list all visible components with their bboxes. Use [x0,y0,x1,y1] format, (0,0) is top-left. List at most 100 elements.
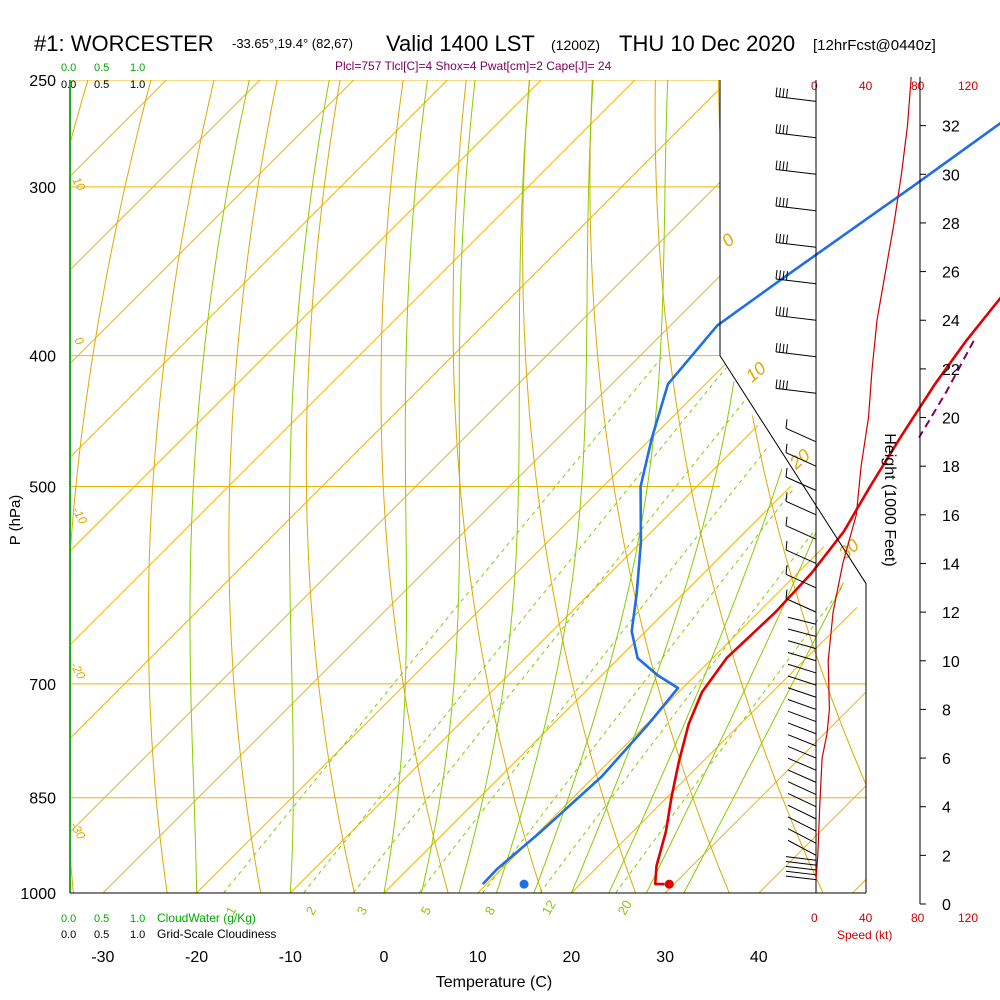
speed-bottom-2: 80 [911,911,925,925]
wind-barb [787,757,817,771]
wind-barb [787,769,817,783]
dry-adiabat-line [968,56,1000,922]
moist-adiabat-line [495,80,594,893]
wind-barb [775,342,817,358]
y-tick-label: 500 [29,480,56,497]
wind-barb [787,640,817,650]
temperature-trace [653,296,1000,886]
wind-barb [785,467,817,491]
dry-adiabat-line [452,80,552,893]
isotherm-line [70,80,823,893]
height-tick-label: 6 [942,751,951,768]
isotherm-line [70,80,261,893]
plot-right-edge [719,80,867,893]
height-tick-label: 2 [942,848,951,865]
surface-dewpoint-dot [519,879,529,889]
wind-barb [787,687,817,698]
speed-bottom-0: 0 [811,911,818,925]
cloudiness-bottom-0: 0.0 [61,929,76,941]
isotherm-line [477,80,866,893]
dry-adiabat-line [70,80,158,893]
wind-barb [787,839,817,856]
speed-axis-title: Speed (kt) [837,928,892,942]
cloudwater-bottom-2: 1.0 [130,913,145,925]
mixing-ratio-line [303,355,737,893]
dry-adiabat-line [905,56,1000,922]
wind-barb [785,565,817,589]
valid-time: Valid 1400 LST [386,31,535,56]
cloudiness-bottom-1: 0.5 [94,929,109,941]
x-axis-title: Temperature (C) [436,974,552,991]
wind-barb [775,196,817,212]
dry-adiabat-label: 10 [742,358,770,386]
cloudwater-top-1: 0.5 [94,62,109,74]
wind-barb [787,616,817,625]
cloudwater-top-0: 0.0 [61,62,76,74]
isotherm-line [70,80,355,893]
mixing-ratio-label: 20 [615,897,635,917]
wind-barb [785,492,817,516]
cloudiness-top-0: 0.0 [61,79,76,91]
isotherm-line [70,80,636,893]
isotherm-line [571,80,866,893]
y-tick-label: 300 [29,180,56,197]
dry-adiabat-line [305,80,362,893]
y-tick-label: 400 [29,349,56,366]
dry-adiabat-label: 0 [718,229,739,251]
wind-barb [787,663,817,674]
wind-barb [775,269,817,285]
cloudwater-bottom-label: CloudWater (g/Kg) [157,911,256,925]
cloudiness-top-1: 0.5 [94,79,109,91]
station-title: #1: WORCESTER [34,31,214,56]
dry-adiabat-line [522,80,647,893]
speed-top-0: 0 [811,79,818,93]
mixing-ratio-label: 5 [418,904,435,918]
dry-adiabat-label: 20 [785,445,814,474]
dry-adiabat-line [589,80,742,893]
wind-barb [787,699,817,710]
dry-adiabat-label: 0 [71,335,87,348]
wind-barb [785,865,817,871]
y-tick-label: 250 [29,73,56,90]
height-tick-label: 4 [942,800,951,817]
wind-barb [787,652,817,662]
height-tick-label: 22 [942,362,960,379]
x-tick-label: -10 [279,949,302,966]
height-tick-label: 0 [942,897,951,914]
isotherm-line [70,80,729,893]
wind-barb [787,828,817,844]
height-axis-title: Height (1000 Feet) [881,433,898,566]
height-tick-label: 10 [942,654,960,671]
speed-top-1: 40 [859,79,873,93]
isotherm-line [70,80,448,893]
height-tick-label: 16 [942,508,960,525]
isotherm-line [758,80,866,893]
height-tick-label: 24 [942,313,960,330]
wind-barb [787,710,817,723]
dry-adiabat-label: 10 [69,175,88,194]
height-tick-label: 26 [942,265,960,282]
valid-date: THU 10 Dec 2020 [619,31,795,56]
wind-barb [775,160,817,175]
station-coords: -33.65°,19.4° (82,67) [232,36,353,51]
cloudiness-bottom-label: Grid-Scale Cloudiness [157,927,276,941]
mixing-ratio-label: 3 [354,904,371,918]
wind-barb [787,781,817,795]
mixing-ratio-label: 2 [303,904,320,918]
isotherm-line [852,80,866,893]
mixing-ratio-line [223,355,664,893]
wind-barb [787,804,817,820]
isotherm-line [289,80,866,893]
surface-temperature-dot [664,879,674,889]
utc-time: (1200Z) [551,37,600,53]
y-tick-label: 1000 [20,886,56,903]
stability-indices: Plcl=757 Tlcl[C]=4 Shox=4 Pwat[cm]=2 Cap… [335,59,612,73]
cloudwater-top-2: 1.0 [130,62,145,74]
x-tick-label: 20 [563,949,581,966]
moist-adiabat-line [383,80,428,893]
height-tick-label: 32 [942,119,960,136]
cloudwater-bottom-0: 0.0 [61,913,76,925]
speed-top-3: 120 [958,79,978,93]
wind-barb [775,233,817,248]
